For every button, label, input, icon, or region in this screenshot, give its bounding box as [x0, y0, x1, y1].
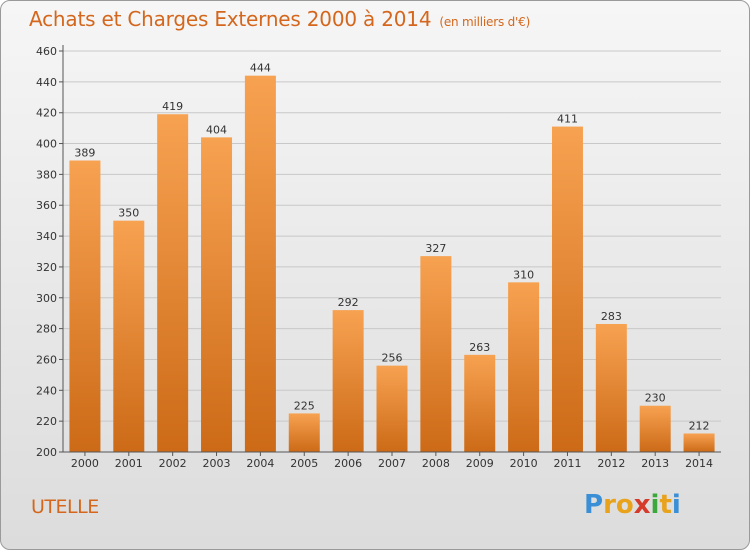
chart-title: Achats et Charges Externes 2000 à 2014 (e…: [29, 7, 530, 31]
axes: 200 220 240 260 280 300 320 340 360 380 400 420 440 4…: [36, 45, 721, 470]
y-tick-label: 340: [36, 230, 57, 243]
x-tick-label-2007: 2007: [378, 457, 406, 470]
x-tick-label-2002: 2002: [159, 457, 187, 470]
logo-letter: x: [633, 490, 651, 520]
bar-2006: [332, 310, 364, 452]
logo-letter: r: [603, 490, 616, 520]
bar-2014: [683, 433, 715, 452]
x-tick-label-2013: 2013: [641, 457, 669, 470]
data-label-2004: 444: [250, 62, 271, 75]
proxiti-logo: Proxiti: [584, 490, 681, 520]
x-tick-label-2001: 2001: [115, 457, 143, 470]
bar-2012: [595, 323, 627, 452]
bar-2005: [288, 413, 320, 452]
x-tick-label-2010: 2010: [510, 457, 538, 470]
logo-letter: t: [659, 490, 672, 520]
y-tick-label: 420: [36, 107, 57, 120]
logo-letter: o: [615, 490, 634, 520]
data-label-2006: 292: [338, 296, 359, 309]
data-label-2009: 263: [469, 341, 490, 354]
x-tick-label-2003: 2003: [203, 457, 231, 470]
data-label-2008: 327: [425, 242, 446, 255]
chart-subtitle: (en milliers d'€): [439, 15, 531, 29]
commune-name: UTELLE: [31, 496, 99, 518]
y-tick-label: 360: [36, 199, 57, 212]
data-label-2005: 225: [294, 399, 315, 412]
logo-letter: P: [584, 490, 604, 520]
bar-2002: [157, 114, 189, 452]
bar-2004: [244, 75, 276, 452]
bar-2013: [639, 405, 671, 452]
data-label-2000: 389: [74, 147, 95, 160]
bar-2003: [201, 137, 233, 452]
logo-letter: i: [671, 490, 681, 520]
bar-2000: [69, 160, 101, 452]
bar-2007: [376, 365, 408, 452]
bar-2009: [464, 354, 496, 452]
data-label-2002: 419: [162, 100, 183, 113]
y-tick-label: 220: [36, 415, 57, 428]
x-tick-label-2006: 2006: [334, 457, 362, 470]
y-tick-label: 320: [36, 261, 57, 274]
data-label-2013: 230: [645, 392, 666, 405]
logo-letter: i: [650, 490, 660, 520]
data-label-2012: 283: [601, 310, 622, 323]
y-tick-label: 300: [36, 292, 57, 305]
bar-2008: [420, 256, 452, 452]
data-label-2014: 212: [689, 419, 710, 432]
y-tick-label: 200: [36, 446, 57, 459]
x-tick-label-2000: 2000: [71, 457, 99, 470]
y-tick-label: 440: [36, 76, 57, 89]
x-tick-label-2008: 2008: [422, 457, 450, 470]
data-label-2007: 256: [382, 352, 403, 365]
y-tick-label: 240: [36, 384, 57, 397]
chart-title-text: Achats et Charges Externes 2000 à 2014: [29, 7, 432, 31]
data-label-2010: 310: [513, 268, 534, 281]
y-tick-label: 400: [36, 138, 57, 151]
x-tick-label-2011: 2011: [553, 457, 581, 470]
x-tick-label-2012: 2012: [597, 457, 625, 470]
data-label-2003: 404: [206, 123, 227, 136]
data-label-2001: 350: [118, 207, 139, 220]
bar-2010: [508, 282, 540, 452]
data-label-2011: 411: [557, 113, 578, 126]
y-tick-label: 460: [36, 45, 57, 58]
bar-2001: [113, 220, 145, 452]
y-tick-label: 260: [36, 353, 57, 366]
x-tick-label-2009: 2009: [466, 457, 494, 470]
x-tick-label-2004: 2004: [246, 457, 274, 470]
y-tick-label: 380: [36, 168, 57, 181]
x-tick-label-2014: 2014: [685, 457, 713, 470]
bar-2011: [551, 126, 583, 453]
x-tick-label-2005: 2005: [290, 457, 318, 470]
bars: 389 350 419 404 444 225 292 256 327 263 310 411 283 2…: [69, 62, 715, 453]
y-tick-label: 280: [36, 323, 57, 336]
